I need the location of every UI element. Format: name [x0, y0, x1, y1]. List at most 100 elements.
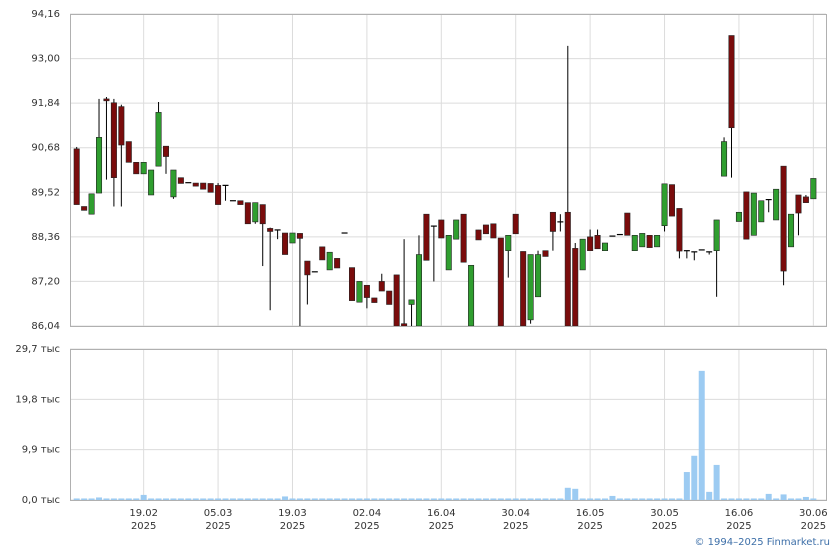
volume-bar [274, 498, 281, 500]
volume-bar [244, 498, 251, 500]
candle-body [713, 219, 720, 251]
x-tick-label: 19.03 2025 [278, 508, 307, 532]
volume-bar [110, 498, 117, 500]
volume-bar [549, 498, 556, 500]
volume-bar [73, 498, 80, 500]
volume-bar [408, 498, 415, 500]
candle-body [564, 211, 571, 326]
volume-bar [341, 498, 348, 500]
volume-tick-label: 29,7 тыс [15, 344, 60, 355]
candle-body [304, 260, 311, 276]
candle-body [296, 233, 303, 239]
candle-body [646, 235, 653, 248]
volume-bar [631, 498, 638, 500]
candle-body [490, 223, 497, 239]
candle-body [162, 145, 169, 157]
volume-bar [326, 498, 333, 500]
volume-bar [802, 496, 809, 500]
candle-body [334, 258, 341, 269]
candle-body [118, 106, 125, 146]
x-tick-label: 16.06 2025 [725, 508, 754, 532]
volume-bar [564, 487, 571, 500]
candle-body [267, 228, 274, 232]
volume-bar [118, 498, 125, 500]
candle-body [512, 213, 519, 235]
volume-bar [453, 498, 460, 500]
candle-body [624, 212, 631, 236]
candle-body [743, 191, 750, 240]
candle-body [788, 213, 795, 248]
volume-bar [468, 498, 475, 500]
volume-bar [668, 498, 675, 500]
candle-body [215, 185, 222, 205]
volume-bar [572, 488, 579, 500]
candle-body [170, 169, 177, 198]
volume-bar [587, 498, 594, 500]
volume-bar [624, 498, 631, 500]
candle-body [728, 35, 735, 129]
volume-frame [70, 349, 827, 501]
candle-body [735, 211, 742, 222]
volume-bar [713, 464, 720, 500]
volume-bar [795, 498, 802, 500]
candle-body [773, 188, 780, 221]
candle-body [259, 204, 266, 225]
volume-bar [773, 498, 780, 500]
volume-bar [579, 498, 586, 500]
candle-body [289, 232, 296, 244]
volume-bar [616, 498, 623, 500]
candle-body [349, 267, 356, 301]
candle-body [237, 200, 244, 205]
candle-body [676, 208, 683, 252]
candle-body [103, 98, 110, 102]
candle-body [408, 299, 415, 305]
volume-bar [96, 497, 103, 500]
volume-bar [267, 498, 274, 500]
volume-bar [200, 498, 207, 500]
candle-body [393, 274, 400, 326]
volume-bar [438, 498, 445, 500]
candle-body [133, 162, 140, 175]
volume-bar [430, 498, 437, 500]
candle-body [81, 206, 88, 211]
volume-bar [386, 498, 393, 500]
candle-body [73, 148, 80, 205]
x-tick-label: 19.02 2025 [129, 508, 158, 532]
candle-body [415, 254, 422, 326]
volume-bar [520, 498, 527, 500]
x-tick-label: 30.06 2025 [799, 508, 828, 532]
candle-body [207, 183, 214, 193]
volume-bar [311, 498, 318, 500]
x-tick-label: 16.04 2025 [427, 508, 456, 532]
volume-bar [423, 498, 430, 500]
volume-bar [148, 498, 155, 500]
volume-bar [81, 498, 88, 500]
volume-bar [356, 498, 363, 500]
volume-bar [542, 498, 549, 500]
volume-bar [788, 498, 795, 500]
volume-bar [185, 498, 192, 500]
y-tick-label: 93,00 [31, 54, 60, 65]
candle-body [282, 232, 289, 255]
candle-body [445, 235, 452, 271]
x-tick-label: 30.04 2025 [501, 508, 530, 532]
candle-body [661, 183, 668, 227]
candle-body [200, 182, 207, 190]
volume-bar [691, 455, 698, 500]
volume-bar [527, 498, 534, 500]
volume-bar [482, 498, 489, 500]
candle-body [468, 264, 475, 326]
volume-bar [304, 498, 311, 500]
volume-bar [177, 498, 184, 500]
candle-body [356, 281, 363, 303]
volume-bar [609, 495, 616, 500]
candle-body [802, 196, 809, 203]
volume-bar [810, 498, 817, 500]
volume-bar [505, 498, 512, 500]
candle-body [177, 177, 184, 184]
volume-bar [728, 498, 735, 500]
volume-bar [378, 498, 385, 500]
volume-bar [758, 498, 765, 500]
volume-bar [162, 498, 169, 500]
volume-bar [103, 498, 110, 500]
